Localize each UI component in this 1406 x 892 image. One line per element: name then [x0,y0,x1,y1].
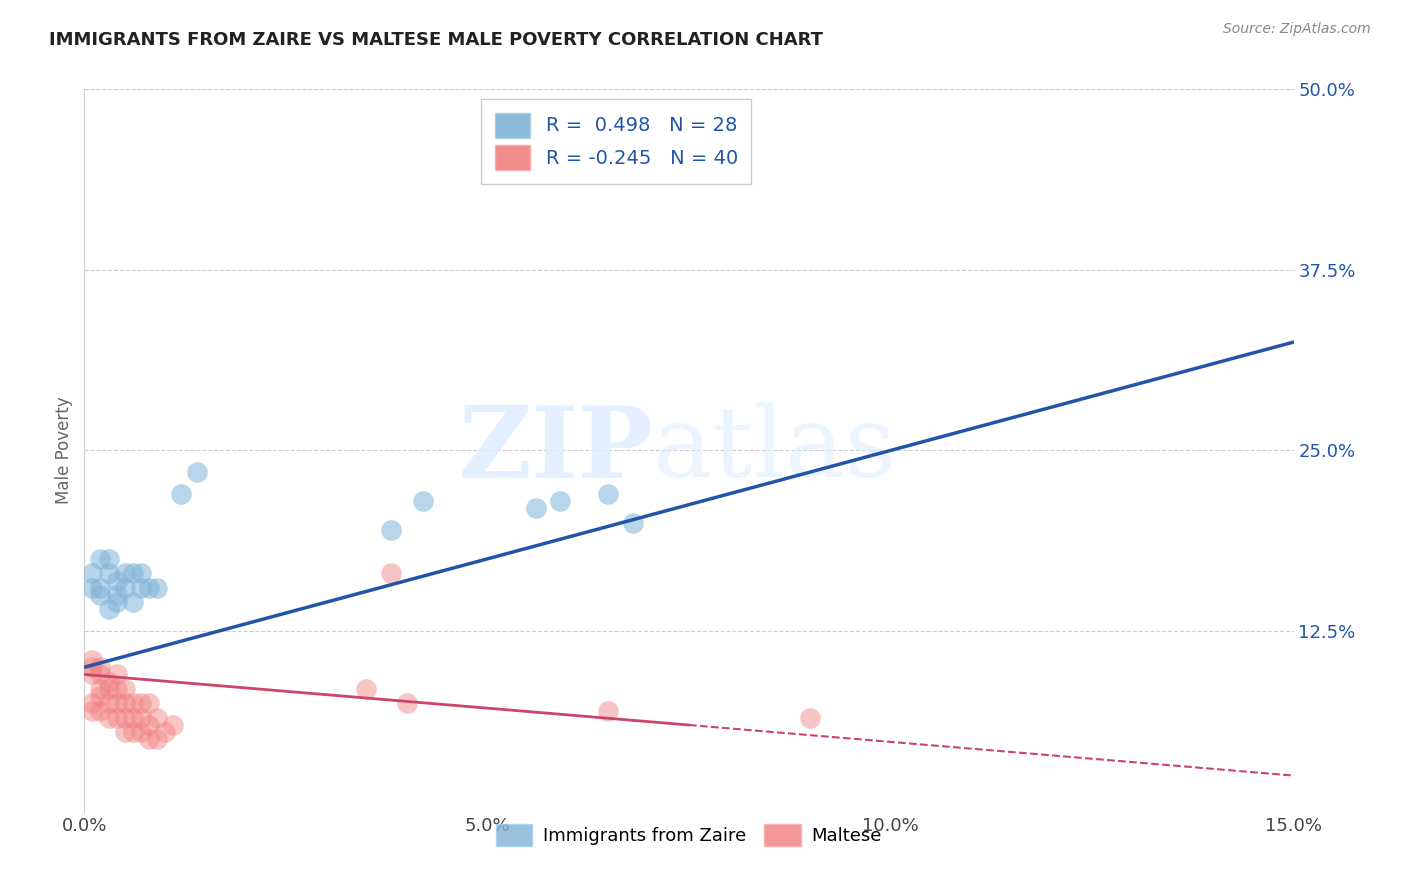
Y-axis label: Male Poverty: Male Poverty [55,397,73,504]
Point [121,696,143,710]
Point [82,581,104,595]
Point [105,595,128,609]
Point [138,696,160,710]
Point [114,681,136,696]
Point [97,602,120,616]
Point [82,667,104,681]
Point [89,681,111,696]
Point [121,566,143,581]
Point [114,725,136,739]
Point [105,574,128,588]
Point [82,704,104,718]
Point [129,581,152,595]
Point [380,566,402,581]
Point [114,581,136,595]
Point [82,696,104,710]
Point [138,581,160,595]
Point [114,711,136,725]
Point [105,667,128,681]
Text: atlas: atlas [652,402,896,499]
Point [598,704,620,718]
Point [105,696,128,710]
Point [97,551,120,566]
Point [89,667,111,681]
Point [89,581,111,595]
Point [146,581,169,595]
Point [82,660,104,674]
Point [89,660,111,674]
Point [82,566,104,581]
Point [662,154,685,169]
Point [121,725,143,739]
Point [114,696,136,710]
Point [97,674,120,689]
Point [129,711,152,725]
Point [621,516,644,530]
Point [153,725,176,739]
Text: Source: ZipAtlas.com: Source: ZipAtlas.com [1223,22,1371,37]
Point [114,566,136,581]
Point [146,711,169,725]
Point [146,732,169,747]
Text: ZIP: ZIP [458,402,652,499]
Point [82,653,104,667]
Point [138,718,160,732]
Text: IMMIGRANTS FROM ZAIRE VS MALTESE MALE POVERTY CORRELATION CHART: IMMIGRANTS FROM ZAIRE VS MALTESE MALE PO… [49,31,823,49]
Point [97,696,120,710]
Point [380,523,402,537]
Legend: Immigrants from Zaire, Maltese: Immigrants from Zaire, Maltese [489,817,889,854]
Point [105,588,128,602]
Point [799,711,821,725]
Point [129,566,152,581]
Point [105,711,128,725]
Point [356,681,378,696]
Point [186,465,208,479]
Point [89,704,111,718]
Point [138,732,160,747]
Point [89,588,111,602]
Point [170,487,193,501]
Point [129,725,152,739]
Point [548,494,571,508]
Point [129,696,152,710]
Point [105,681,128,696]
Point [121,711,143,725]
Point [598,487,620,501]
Point [89,551,111,566]
Point [121,595,143,609]
Point [524,501,547,516]
Point [395,696,418,710]
Point [97,681,120,696]
Point [97,711,120,725]
Point [97,566,120,581]
Point [89,689,111,703]
Point [412,494,434,508]
Point [162,718,184,732]
